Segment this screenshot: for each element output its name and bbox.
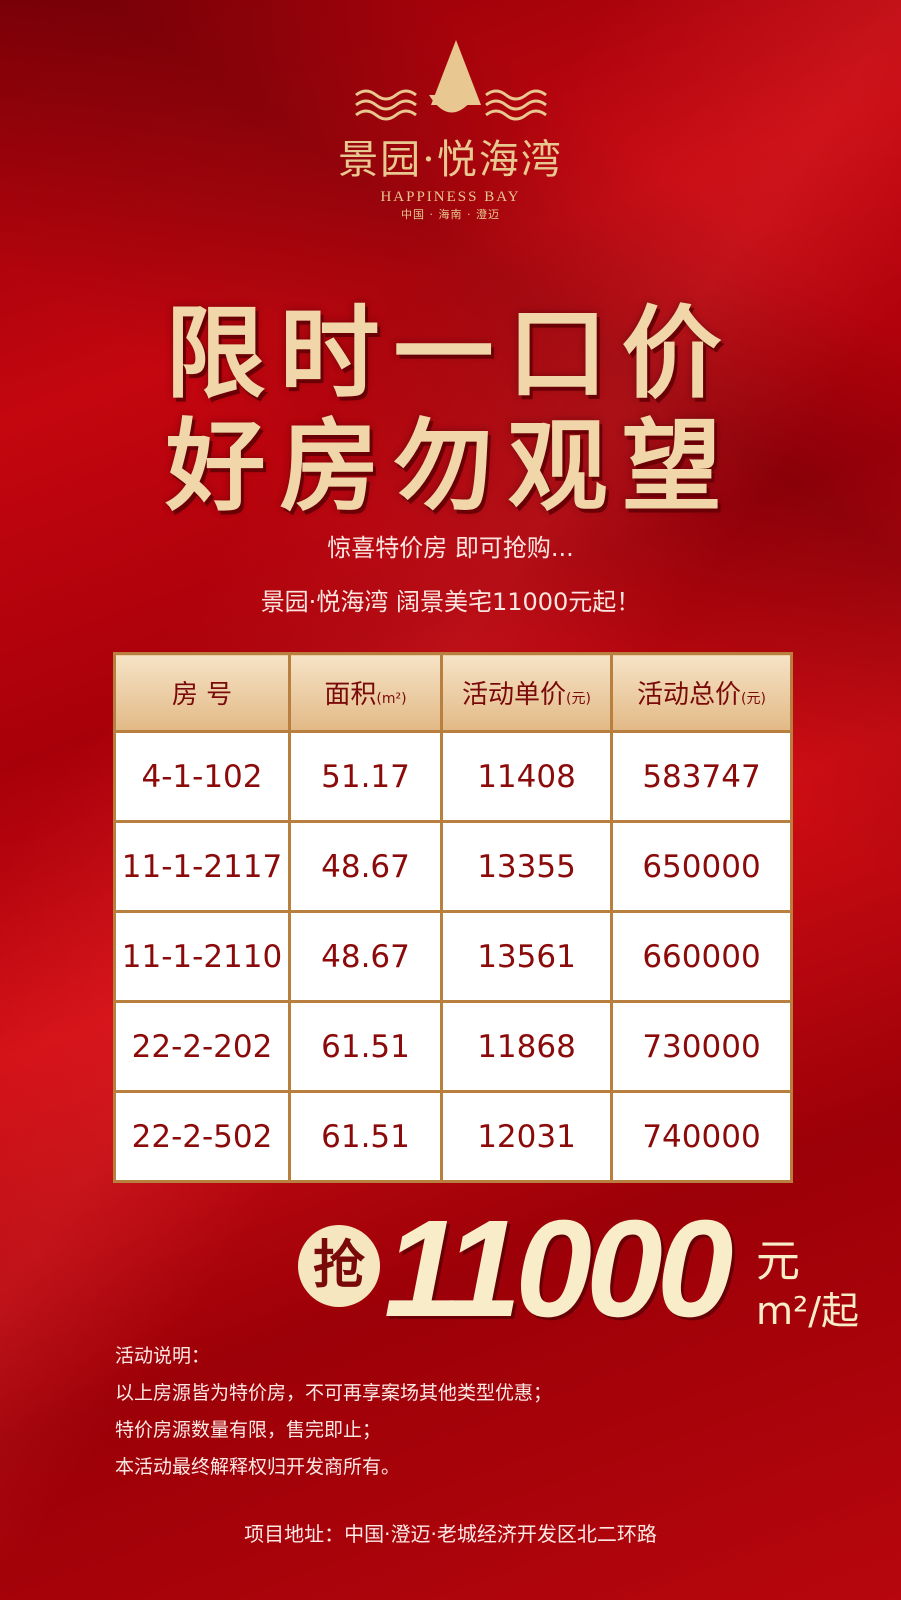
activity-notes: 活动说明： 以上房源皆为特价房，不可再享案场其他类型优惠； 特价房源数量有限，售… [115,1338,552,1486]
headline-line1: 限时一口价 [165,294,736,412]
cell-total-price: 583747 [610,730,793,823]
cell-unit-price: 13355 [440,820,613,913]
header-total-price: 活动总价(元) [610,652,793,733]
header-room: 房 号 [113,652,291,733]
promo-currency: 元 [756,1236,800,1287]
cell-area: 48.67 [288,910,443,1003]
promo-unit: m²/起 [756,1289,860,1333]
cell-area: 61.51 [288,1000,443,1093]
header-area: 面积(m²) [288,652,443,733]
table-row: 4-1-102 51.17 11408 583747 [113,730,793,823]
cell-room: 22-2-202 [113,1000,291,1093]
project-address: 项目地址：中国·澄迈·老城经济开发区北二环路 [244,1522,657,1546]
cell-unit-price: 12031 [440,1090,613,1183]
cell-unit-price: 13561 [440,910,613,1003]
notes-line: 本活动最终解释权归开发商所有。 [115,1456,401,1478]
cell-unit-price: 11868 [440,1000,613,1093]
logo: 景园·悦海湾 HAPPINESS BAY 中国 · 海南 · 澄迈 [0,35,901,222]
logo-name-cn: 景园·悦海湾 [338,137,563,183]
subtitle-line2: 景园·悦海湾 阔景美宅11000元起！ [260,588,641,616]
price-table: 房 号 面积(m²) 活动单价(元) 活动总价(元) 4-1-102 51.17 1… [113,652,793,1183]
cell-area: 61.51 [288,1090,443,1183]
headline-line2: 好房勿观望 [165,407,736,525]
table-row: 11-1-2117 48.67 13355 650000 [113,820,793,913]
table-row: 22-2-502 61.51 12031 740000 [113,1090,793,1183]
sailboat-logo-icon [354,40,547,121]
cell-unit-price: 11408 [440,730,613,823]
notes-line: 特价房源数量有限，售完即止； [115,1419,382,1441]
cell-room: 11-1-2117 [113,820,291,913]
cell-area: 51.17 [288,730,443,823]
notes-line: 以上房源皆为特价房，不可再享案场其他类型优惠； [115,1382,553,1404]
cell-total-price: 740000 [610,1090,793,1183]
table-row: 11-1-2110 48.67 13561 660000 [113,910,793,1003]
logo-name-en: HAPPINESS BAY [380,189,521,205]
cell-area: 48.67 [288,820,443,913]
cell-room: 22-2-502 [113,1090,291,1183]
notes-title: 活动说明： [115,1345,211,1367]
promo-price: 11000 [384,1192,734,1346]
subtitle-line1: 惊喜特价房 即可抢购... [327,534,574,562]
cell-total-price: 730000 [610,1000,793,1093]
grab-badge: 抢 [298,1225,380,1307]
table-row: 22-2-202 61.51 11868 730000 [113,1000,793,1093]
logo-location: 中国 · 海南 · 澄迈 [401,208,500,221]
header-unit-price: 活动单价(元) [440,652,613,733]
cell-room: 11-1-2110 [113,910,291,1003]
cell-total-price: 650000 [610,820,793,913]
cell-room: 4-1-102 [113,730,291,823]
cell-total-price: 660000 [610,910,793,1003]
